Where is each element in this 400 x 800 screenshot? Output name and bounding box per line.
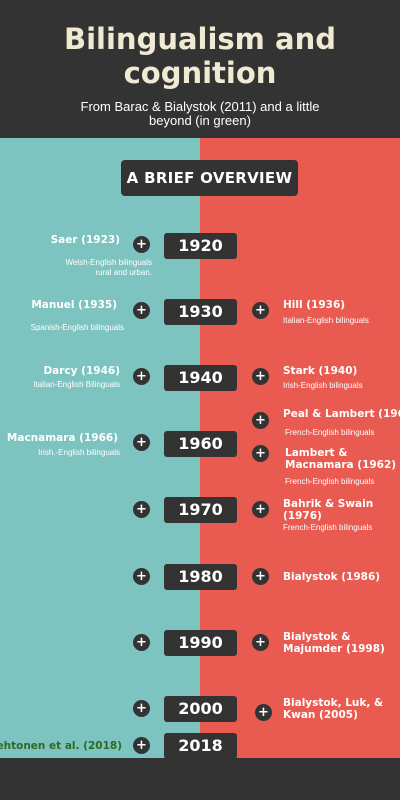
subtitle-line-2: beyond (in green) [149,113,251,128]
study-desc-manuel: Spanish-English bilinguals [30,323,124,332]
study-name-lambert-macnamara-2: Macnamara (1962) [285,459,397,471]
plus-icon[interactable]: + [252,568,269,585]
subtitle-line-1: From Barac & Bialystok (2011) and a litt… [80,99,320,114]
plus-icon[interactable]: + [133,700,150,717]
study-name-hill: Hill (1936) [283,299,346,311]
plus-icon[interactable]: + [133,501,150,518]
plus-icon[interactable]: + [133,634,150,651]
study-name-peal-lambert: Peal & Lambert (1962) [283,408,400,420]
year-badge-2018: 2018 [164,733,237,759]
study-name-bialystok-majumder-1: Bialystok & [283,631,351,643]
page-subtitle: From Barac & Bialystok (2011) and a litt… [60,100,340,128]
study-name-manuel: Manuel (1935) [31,299,117,311]
page-title: Bilingualism and cognition [0,22,400,90]
study-name-macnamara: Macnamara (1966) [6,432,118,444]
study-desc-macnamara: Irish.-English bilinguals [38,448,120,457]
year-badge-1940: 1940 [164,365,237,391]
study-desc-saer-1: Welsh-English bilinguals [65,258,152,267]
study-desc-peal-lambert: French-English bilinguals [285,428,375,437]
study-desc-darcy: Italian-English Bilinguals [33,380,120,389]
study-name-lehtonen: Lehtonen et al. (2018) [0,740,122,752]
year-badge-1970: 1970 [164,497,237,523]
title-line-1: Bilingualism and [64,22,336,56]
year-badge-1990: 1990 [164,630,237,656]
study-name-bialystok-majumder-2: Majumder (1998) [283,643,385,655]
plus-icon[interactable]: + [133,368,150,385]
plus-icon[interactable]: + [133,302,150,319]
study-name-bahrik-swain-2: (1976) [283,510,322,522]
study-name-saer: Saer (1923) [50,234,120,246]
study-name-lambert-macnamara-1: Lambert & [285,447,348,459]
study-name-bialystok-luk-kwan-1: Bialystok, Luk, & [283,697,384,709]
plus-icon[interactable]: + [252,445,269,462]
study-desc-saer-2: rural and urban. [95,268,152,277]
study-desc-stark: Irish-English bilinguals [283,381,363,390]
plus-icon[interactable]: + [133,568,150,585]
study-name-bialystok-1986: Bialystok (1986) [283,571,381,583]
header: Bilingualism and cognition From Barac & … [0,0,400,138]
plus-icon[interactable]: + [133,737,150,754]
plus-icon[interactable]: + [252,634,269,651]
study-name-bialystok-luk-kwan-2: Kwan (2005) [283,709,358,721]
plus-icon[interactable]: + [133,434,150,451]
study-name-darcy: Darcy (1946) [43,365,120,377]
year-badge-2000: 2000 [164,696,237,722]
footer-bar [0,758,400,800]
plus-icon[interactable]: + [252,501,269,518]
study-desc-bahrik-swain: French-English bilinguals [283,523,373,532]
study-desc-lambert-macnamara: French-English bilinguals [285,477,375,486]
title-line-2: cognition [123,56,277,90]
overview-banner: A BRIEF OVERVIEW [121,160,298,196]
plus-icon[interactable]: + [133,236,150,253]
year-badge-1960: 1960 [164,431,237,457]
study-name-stark: Stark (1940) [283,365,358,377]
plus-icon[interactable]: + [252,302,269,319]
study-desc-hill: Italian-English bilinguals [283,316,369,325]
plus-icon[interactable]: + [252,412,269,429]
year-badge-1930: 1930 [164,299,237,325]
study-name-bahrik-swain-1: Bahrik & Swain [283,498,374,510]
year-badge-1920: 1920 [164,233,237,259]
year-badge-1980: 1980 [164,564,237,590]
plus-icon[interactable]: + [252,368,269,385]
plus-icon[interactable]: + [255,704,272,721]
